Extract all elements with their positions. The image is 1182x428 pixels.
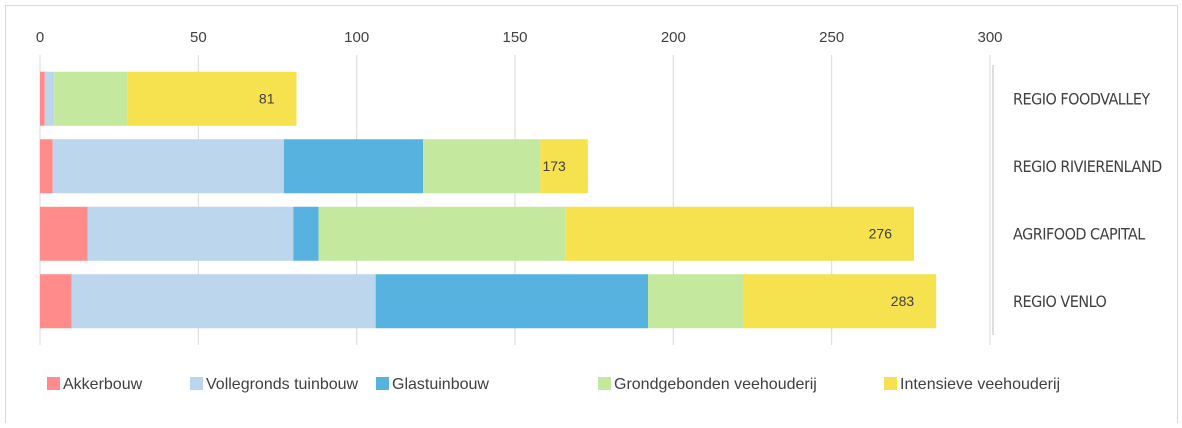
bar-segment — [40, 139, 53, 194]
bar-segment — [423, 139, 541, 194]
legend-swatch — [190, 377, 203, 390]
x-tick-label: 150 — [502, 29, 527, 46]
bar-segment — [40, 71, 45, 126]
bar-segment — [127, 71, 297, 126]
bar-segment — [318, 206, 566, 261]
x-tick-label: 50 — [190, 29, 207, 46]
bar-segment — [565, 206, 914, 261]
total-label: 276 — [869, 225, 893, 241]
bar-segment — [375, 274, 648, 329]
legend-swatch — [884, 377, 897, 390]
legend-label: Intensieve veehouderij — [900, 376, 1060, 393]
legend-label: Grondgebonden veehouderij — [614, 376, 817, 393]
bar-segment — [648, 274, 743, 329]
bar-segment — [54, 71, 128, 126]
total-label: 283 — [891, 293, 915, 309]
legend-swatch — [376, 377, 389, 390]
bar-segment — [293, 206, 319, 261]
bar-segment — [71, 274, 376, 329]
bar-segment — [87, 206, 294, 261]
total-label: 173 — [542, 158, 566, 174]
bar-segment — [283, 139, 424, 194]
category-label: REGIO FOODVALLEY — [1013, 89, 1150, 108]
legend-swatch — [598, 377, 611, 390]
bar-segment — [52, 139, 284, 194]
bar-segment — [40, 274, 72, 329]
total-label: 81 — [259, 90, 275, 106]
legend-label: Glastuinbouw — [392, 376, 489, 393]
x-tick-label: 250 — [819, 29, 844, 46]
category-label: REGIO VENLO — [1013, 292, 1107, 311]
bar-segment — [540, 139, 588, 194]
legend-label: Vollegronds tuinbouw — [206, 376, 359, 393]
legend-swatch — [47, 377, 60, 390]
bar-segment — [40, 206, 88, 261]
bar-segment — [44, 71, 55, 126]
x-tick-label: 100 — [344, 29, 369, 46]
x-tick-label: 0 — [36, 29, 44, 46]
category-label: AGRIFOOD CAPITAL — [1013, 224, 1145, 243]
x-tick-label: 200 — [661, 29, 686, 46]
legend-label: Akkerbouw — [63, 376, 143, 393]
bar-segment — [743, 274, 937, 329]
category-label: REGIO RIVIERENLAND — [1013, 157, 1162, 176]
x-tick-label: 300 — [977, 29, 1002, 46]
